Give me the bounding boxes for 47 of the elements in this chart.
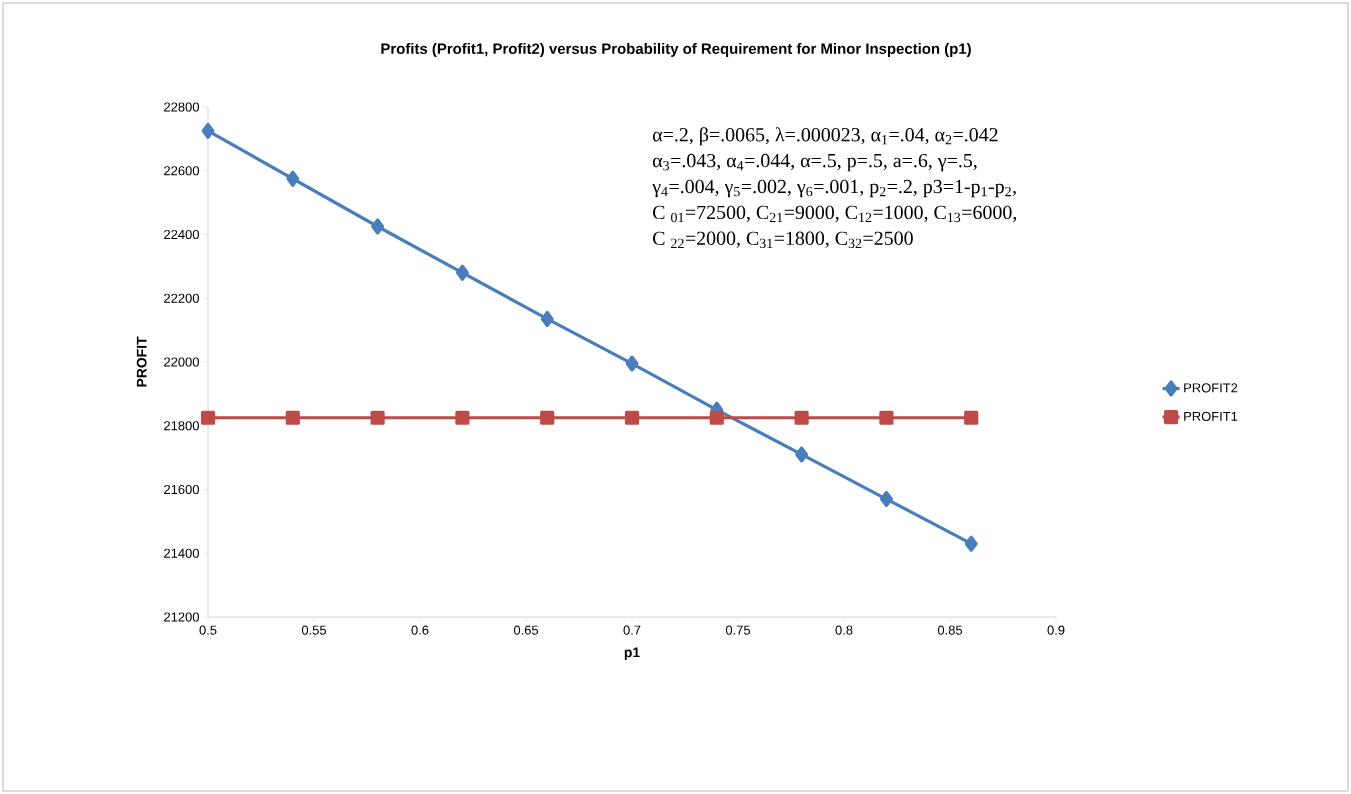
legend-label: PROFIT2	[1184, 383, 1238, 393]
annotation: α$_{3}$=.043, α$_{4}$=.044, α=.5, p=.5, a=.6, γ=.5,	[652, 153, 977, 172]
point	[370, 410, 385, 425]
x-tick-label: 0.5	[199, 625, 217, 635]
point	[794, 410, 809, 425]
y-tick-label: 22600	[164, 166, 199, 176]
x-axis-title: p1	[624, 647, 640, 661]
point	[709, 410, 724, 425]
y-tick-label: 21200	[164, 612, 199, 622]
point	[286, 170, 300, 187]
point	[795, 446, 809, 463]
x-tick-label: 0.65	[513, 625, 539, 635]
text: C $_{01}$=72500, C$_{21}$=9000, C$_{12}$=1000, C$_{13}$=6000,	[653, 205, 1017, 223]
point	[200, 410, 216, 425]
point	[879, 490, 893, 508]
y-tick-label: 22800	[164, 102, 199, 112]
point	[455, 410, 470, 425]
text: γ$_{4}$=.004, γ$_{5}$=.002, γ$_{6}$=.001, p$_{2}$=.2, p3=1-p$_{1}$-p$_{2}$,	[652, 179, 1016, 198]
point	[285, 410, 300, 425]
y-tick-label: 21800	[164, 421, 199, 431]
point	[624, 410, 640, 425]
y-axis-title: PROFIT	[136, 336, 147, 387]
y-tick-label: 22000	[164, 357, 199, 367]
y-tick-label: 22400	[164, 229, 199, 240]
point	[540, 310, 554, 328]
x-tick-label: 0.75	[725, 625, 751, 635]
point	[371, 218, 385, 235]
annotation: α=.2, β=.0065, λ=.000023, α$_{1}$=.04, α$_{2}$=.042	[652, 127, 998, 146]
x-tick-label: 0.55	[301, 625, 327, 635]
annotation: C $_{22}$=2000, C$_{31}$=1800, C$_{32}$=2500	[653, 231, 913, 249]
y-tick-label: 21600	[164, 484, 199, 495]
point	[625, 355, 639, 372]
x-tick-label: 0.9	[1047, 625, 1065, 635]
x-tick-label: 0.85	[937, 625, 963, 635]
chart-title: Profits (Profit1, Profit2) versus Probability of Requirement for Minor Inspection (p1)	[381, 43, 971, 57]
y-tick-label: 21400	[164, 548, 199, 558]
point	[879, 410, 894, 425]
point	[540, 410, 555, 425]
point	[964, 535, 978, 552]
x-tick-label: 0.6	[411, 625, 429, 635]
x-tick-label: 0.8	[835, 625, 853, 635]
y-tick-label: 22200	[164, 293, 199, 303]
point	[455, 264, 469, 281]
x-tick-label: 0.7	[623, 625, 641, 635]
point	[201, 122, 215, 139]
legend-label: PROFIT1	[1184, 411, 1238, 421]
point	[964, 410, 979, 425]
